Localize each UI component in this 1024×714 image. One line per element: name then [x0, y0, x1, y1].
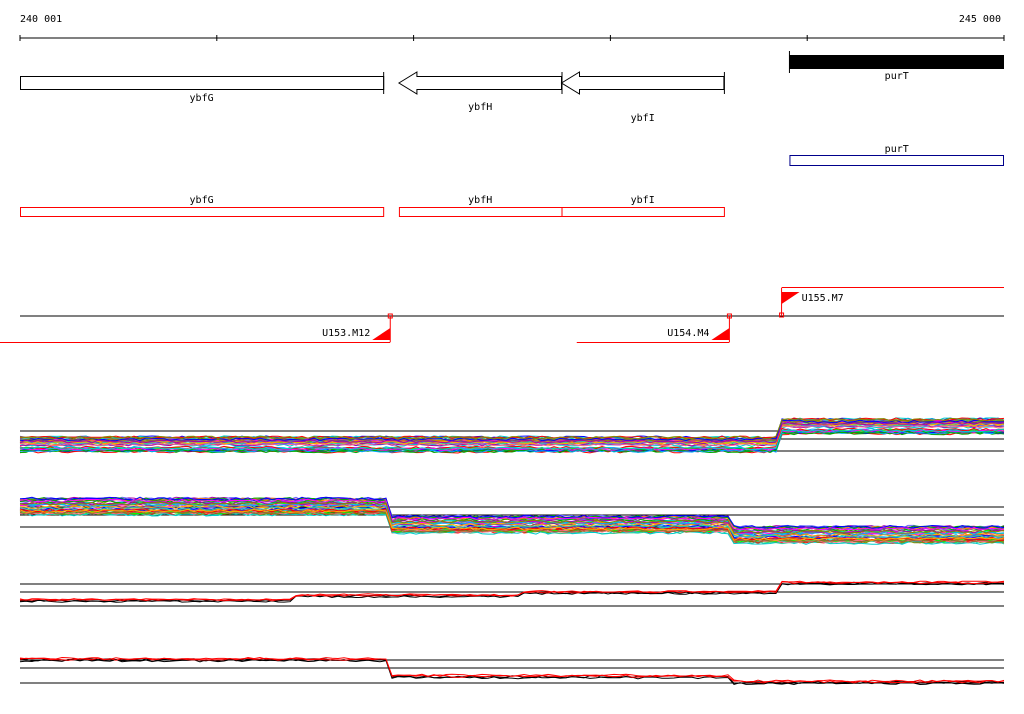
expression-profile-line [19, 496, 1005, 529]
transcript-U153.M12[interactable]: U153.M12 [0, 313, 393, 343]
transcript-tss-flag [372, 328, 391, 340]
transcript-tss-marker [387, 313, 393, 319]
ruler-ticks [19, 35, 1005, 41]
transcript-tss-flag [781, 292, 800, 304]
transcript-tss-marker [726, 313, 732, 319]
expression-profile-line [19, 501, 1005, 534]
expression-track-minus_strand_mean [19, 656, 1005, 686]
expression-profile-line [19, 581, 1005, 602]
transcript-U154.M4[interactable]: U154.M4 [576, 313, 732, 343]
gene-label-ybfG: ybfG [190, 93, 214, 104]
expression-profile-line [19, 430, 1005, 452]
expression-profile-line [19, 656, 1005, 683]
cds-track: purT [789, 144, 1004, 166]
expression-profile-line [19, 506, 1005, 539]
coordinate-ruler: 240 001 245 000 [19, 14, 1005, 41]
operon-label-ybfI: ybfI [631, 195, 655, 206]
expression-profile-line [19, 508, 1005, 541]
expression-profile-line [19, 658, 1005, 684]
expression-profile-line [19, 658, 1005, 686]
ruler-start-label: 240 001 [20, 14, 62, 25]
transcript-label: U153.M12 [322, 328, 370, 339]
transcript-label: U155.M7 [802, 293, 844, 304]
cds-label-purT: purT [885, 144, 909, 155]
transcript-U155.M7[interactable]: U155.M7 [779, 287, 1004, 318]
gene-label-ybfI: ybfI [631, 113, 655, 124]
operon-box-ybfG[interactable] [20, 207, 385, 217]
expression-profile-line [19, 510, 1005, 544]
gene-ybfH[interactable] [397, 71, 563, 95]
expression-track-minus_strand_replicates [19, 496, 1005, 545]
transcript-tss-marker [779, 312, 785, 318]
gene-label-ybfH: ybfH [468, 102, 492, 113]
operon-label-ybfG: ybfG [190, 195, 214, 206]
expression-profile-line [19, 421, 1005, 444]
expression-tracks [19, 417, 1005, 686]
expression-track-plus_strand_replicates [19, 417, 1005, 454]
transcript-tss-flag [711, 328, 730, 340]
operon-box-ybfH[interactable] [398, 207, 563, 217]
expression-profile-line [19, 580, 1005, 601]
gene-purT[interactable] [789, 55, 1004, 69]
gene-ybfG[interactable] [20, 76, 385, 90]
operon-label-ybfH: ybfH [468, 195, 492, 206]
expression-profile-line [19, 498, 1005, 531]
expression-profile-line [19, 427, 1005, 450]
expression-profile-line [19, 419, 1004, 442]
gene-label-purT: purT [885, 71, 909, 82]
operon-box-ybfI[interactable] [561, 207, 725, 217]
expression-profile-line [19, 508, 1005, 542]
expression-track-plus_strand_mean [19, 580, 1005, 607]
operon-track: ybfG ybfH ybfI [20, 195, 725, 217]
cds-purT[interactable] [789, 155, 1004, 166]
ruler-end-label: 245 000 [959, 14, 1001, 25]
transcript-track: U153.M12 U154.M4 U155.M7 [0, 287, 1004, 343]
expression-profile-line [19, 501, 1005, 534]
gene-ybfI[interactable] [560, 71, 725, 95]
expression-profile-line [19, 424, 1005, 447]
gene-track: ybfG ybfH ybfI purT [20, 51, 1004, 124]
expression-profile-line [19, 428, 1005, 451]
expression-profile-line [19, 504, 1005, 538]
expression-profile-line [19, 417, 1005, 440]
transcript-label: U154.M4 [667, 328, 709, 339]
